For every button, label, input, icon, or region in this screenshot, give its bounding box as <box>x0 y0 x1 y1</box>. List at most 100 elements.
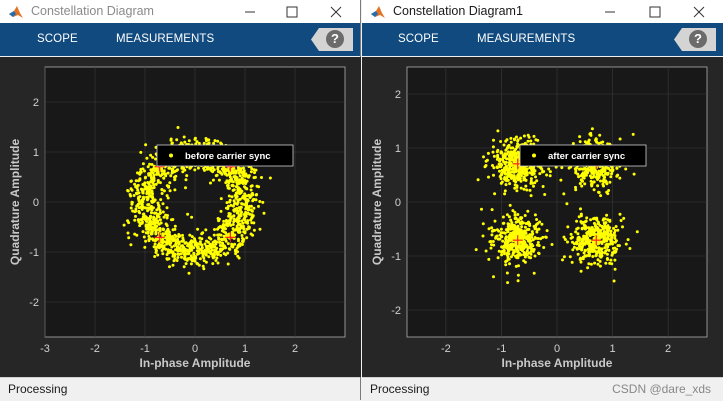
y-tick-label: 1 <box>395 143 401 155</box>
maximize-button[interactable] <box>270 0 314 23</box>
sample-point <box>146 230 150 234</box>
sample-point <box>224 167 227 171</box>
sample-point <box>250 167 254 171</box>
sample-point <box>490 208 494 212</box>
sample-point <box>591 255 595 258</box>
tab-measurements[interactable]: MEASUREMENTS <box>116 33 215 45</box>
sample-point <box>231 204 235 208</box>
tab-measurements[interactable]: MEASUREMENTS <box>477 33 576 45</box>
sample-point <box>152 186 156 189</box>
sample-point <box>193 136 197 140</box>
title-bar[interactable]: Constellation Diagram1 <box>362 0 723 23</box>
sample-point <box>513 234 517 238</box>
sample-point <box>613 234 617 238</box>
sample-point <box>588 239 592 243</box>
sample-point <box>167 257 171 261</box>
close-button[interactable] <box>677 0 721 23</box>
sample-point <box>185 174 189 178</box>
toolstrip: SCOPE MEASUREMENTS ? <box>0 23 360 56</box>
sample-point <box>141 167 145 171</box>
sample-point <box>590 247 594 251</box>
sample-point <box>601 182 605 186</box>
sample-point <box>130 188 134 192</box>
sample-point <box>603 230 607 234</box>
sample-point <box>499 140 503 143</box>
help-button[interactable]: ? <box>674 28 716 51</box>
sample-point <box>608 218 612 222</box>
sample-point <box>591 250 595 253</box>
sample-point <box>605 252 609 256</box>
sample-point <box>156 253 160 257</box>
maximize-button[interactable] <box>633 0 677 23</box>
sample-point <box>583 170 587 174</box>
sample-point <box>607 167 611 170</box>
sample-point <box>585 216 589 220</box>
sample-point <box>147 172 151 176</box>
sample-point <box>221 241 225 245</box>
sample-point <box>503 166 507 170</box>
sample-point <box>182 253 186 256</box>
minimize-button[interactable] <box>228 0 272 23</box>
sample-point <box>540 222 544 226</box>
matlab-logo-icon <box>371 6 385 18</box>
minimize-icon <box>605 11 615 13</box>
sample-point <box>550 243 554 246</box>
sample-point <box>504 183 508 187</box>
tab-scope[interactable]: SCOPE <box>398 33 439 45</box>
scope-window-1: Constellation Diagram SCOPE MEASUREMENTS… <box>0 0 361 401</box>
sample-point <box>153 228 157 232</box>
sample-point <box>533 236 537 239</box>
help-button[interactable]: ? <box>311 28 353 51</box>
sample-point <box>130 202 134 206</box>
sample-point <box>628 247 632 250</box>
sample-point <box>134 179 138 183</box>
sample-point <box>209 246 213 249</box>
sample-point <box>516 273 520 277</box>
sample-point <box>227 194 231 198</box>
sample-point <box>127 221 131 225</box>
close-button[interactable] <box>314 0 358 23</box>
sample-point <box>234 249 237 253</box>
sample-point <box>236 166 240 170</box>
sample-point <box>235 208 239 212</box>
sample-point <box>500 253 504 257</box>
sample-point <box>489 246 493 250</box>
sample-point <box>601 234 605 237</box>
sample-point <box>489 240 493 243</box>
legend: before carrier sync <box>156 144 294 167</box>
sample-point <box>574 185 577 189</box>
sample-point <box>529 243 533 247</box>
sample-point <box>589 179 593 183</box>
sample-point <box>579 214 583 218</box>
sample-point <box>506 144 510 148</box>
sample-point <box>230 215 234 219</box>
sample-point <box>211 240 215 244</box>
sample-point <box>527 255 531 259</box>
sample-point <box>509 246 513 250</box>
sample-point <box>122 223 126 227</box>
minimize-button[interactable] <box>588 0 632 23</box>
sample-point <box>249 188 253 192</box>
title-bar[interactable]: Constellation Diagram <box>0 0 360 23</box>
sample-point <box>624 167 628 171</box>
sample-point <box>487 257 491 261</box>
sample-point <box>211 262 215 266</box>
sample-point <box>498 159 502 163</box>
sample-point <box>582 175 586 178</box>
sample-point <box>225 221 229 225</box>
sample-point <box>247 225 251 229</box>
sample-point <box>219 233 223 237</box>
sample-point <box>170 142 174 145</box>
sample-point <box>586 232 590 236</box>
sample-point <box>164 174 168 178</box>
sample-point <box>245 204 249 208</box>
sample-point <box>215 256 219 260</box>
sample-point <box>139 150 143 154</box>
sample-point <box>495 165 499 169</box>
sample-point <box>508 165 512 169</box>
sample-point <box>616 173 620 177</box>
tab-scope[interactable]: SCOPE <box>37 33 78 45</box>
sample-point <box>499 151 503 155</box>
sample-point <box>612 226 615 230</box>
sample-point <box>593 241 597 245</box>
